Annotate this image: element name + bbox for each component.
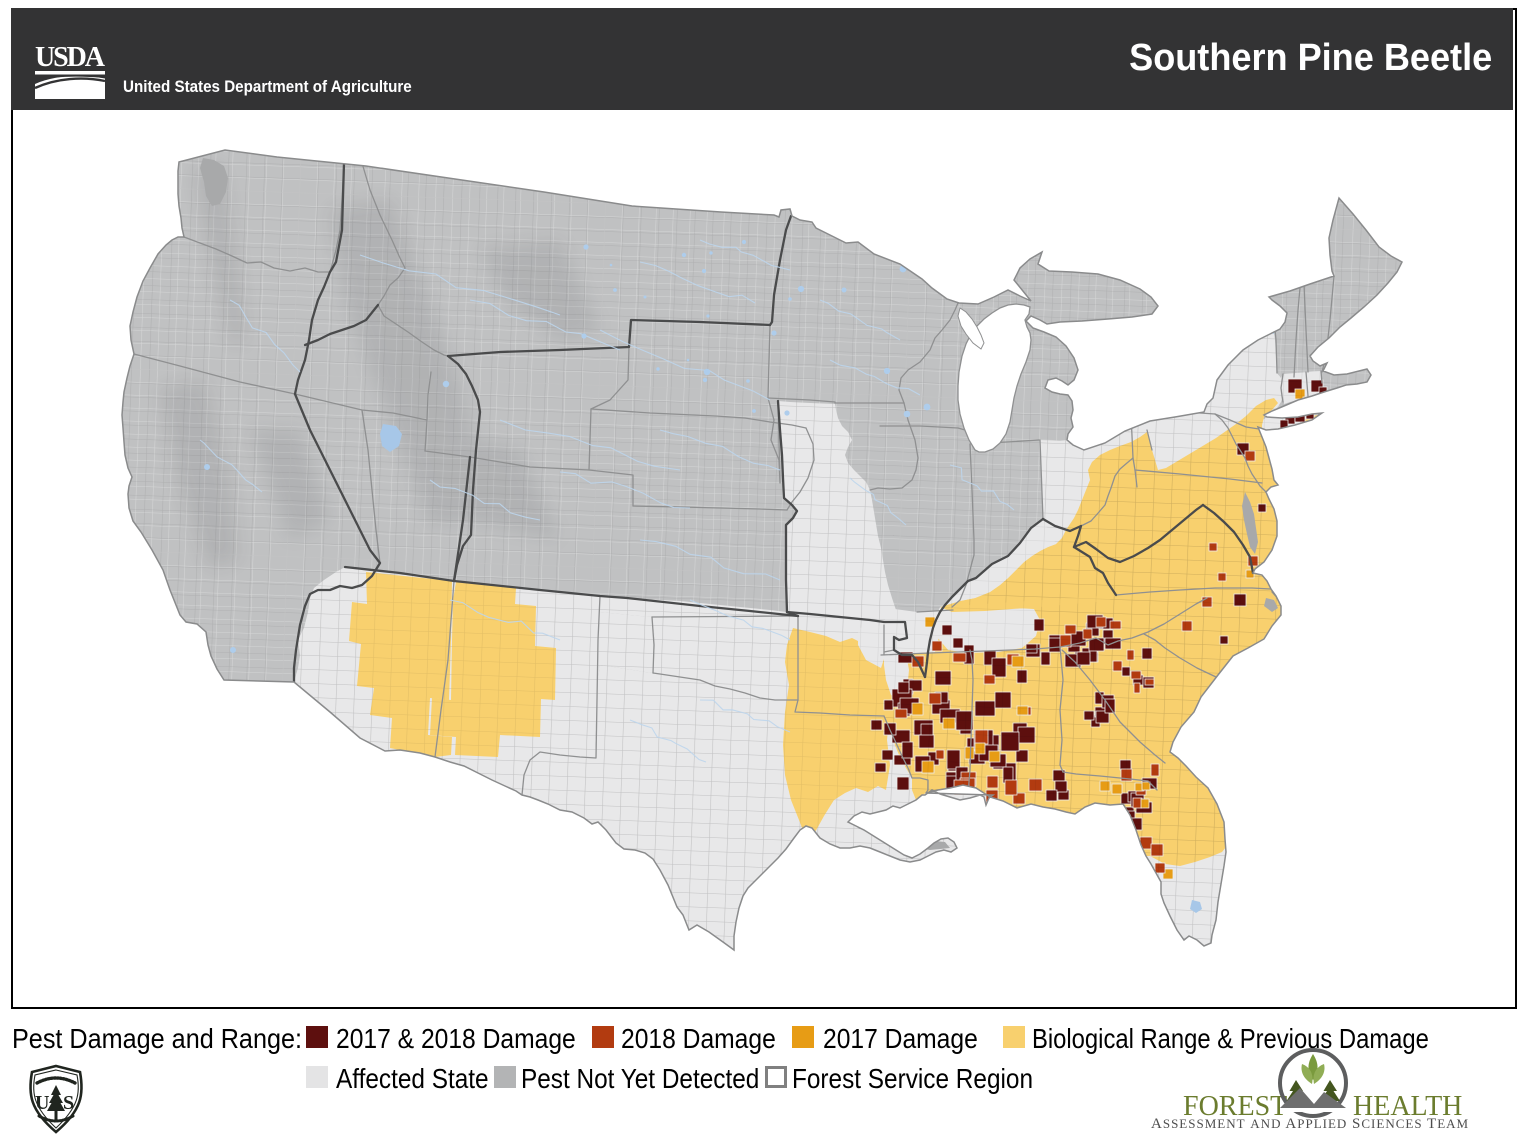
svg-text:U: U	[35, 1092, 49, 1114]
svg-text:USDA: USDA	[35, 42, 106, 73]
svg-text:S: S	[63, 1092, 74, 1114]
